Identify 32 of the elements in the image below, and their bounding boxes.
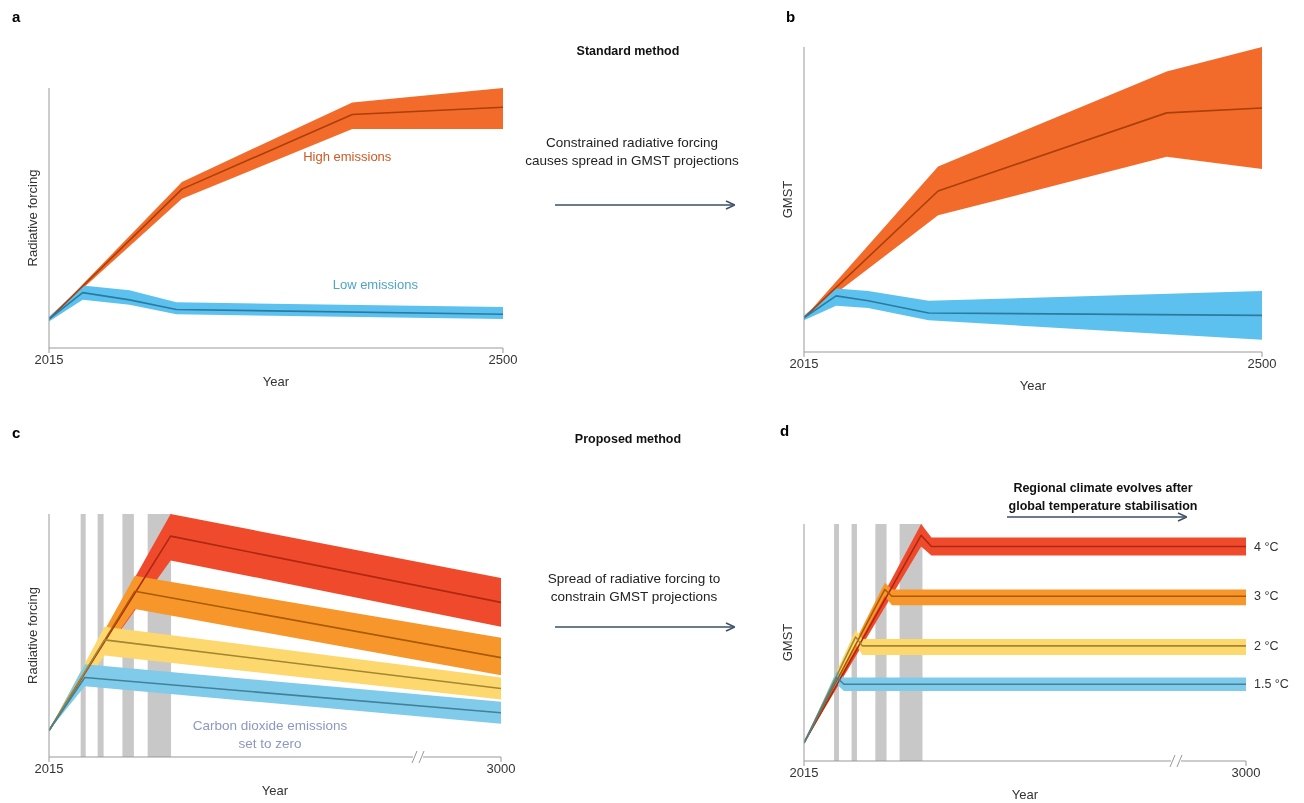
chart-title: b bbox=[786, 8, 796, 25]
chart-title: c bbox=[12, 424, 21, 441]
text: Regional climate evolves after global temperature stabilisation bbox=[1007, 480, 1199, 515]
y-axis-title: Radiative forcing bbox=[25, 587, 40, 684]
x-tick-label: 2015 bbox=[789, 765, 819, 781]
x-tick-label: 2500 bbox=[1247, 356, 1277, 372]
x-tick-label: 2015 bbox=[34, 761, 64, 777]
x-axis-title: Year bbox=[1011, 787, 1039, 802]
y-axis-title: GMST bbox=[780, 180, 795, 219]
series-label: 1.5 °C bbox=[1254, 677, 1289, 692]
text: Proposed method bbox=[573, 431, 683, 448]
series-label: 3 °C bbox=[1254, 589, 1279, 604]
chart-title: d bbox=[780, 422, 790, 439]
x-tick-label: 2015 bbox=[789, 356, 819, 372]
series-label: High emissions bbox=[303, 149, 392, 165]
x-tick-label: 2500 bbox=[488, 352, 518, 368]
text: Spread of radiative forcing to constrain GMST projections bbox=[546, 570, 722, 606]
series-label: 2 °C bbox=[1254, 638, 1279, 653]
x-axis-title: Year bbox=[262, 374, 290, 389]
text: Constrained radiative forcing causes spread in GMST projections bbox=[524, 134, 740, 170]
series-label: Low emissions bbox=[332, 277, 419, 293]
y-axis-title: Radiative forcing bbox=[25, 169, 40, 267]
x-tick-label: 3000 bbox=[486, 761, 516, 777]
x-axis-title: Year bbox=[1019, 378, 1047, 393]
x-tick-label: 2015 bbox=[34, 352, 64, 368]
text: Standard method bbox=[575, 43, 681, 60]
y-axis-title: GMST bbox=[780, 623, 795, 662]
x-tick-label: 3000 bbox=[1231, 765, 1261, 781]
chart-title: a bbox=[12, 8, 21, 25]
annotation: Carbon dioxide emissions set to zero bbox=[191, 717, 349, 753]
series-label: 4 °C bbox=[1254, 539, 1279, 554]
x-axis-title: Year bbox=[261, 783, 289, 798]
